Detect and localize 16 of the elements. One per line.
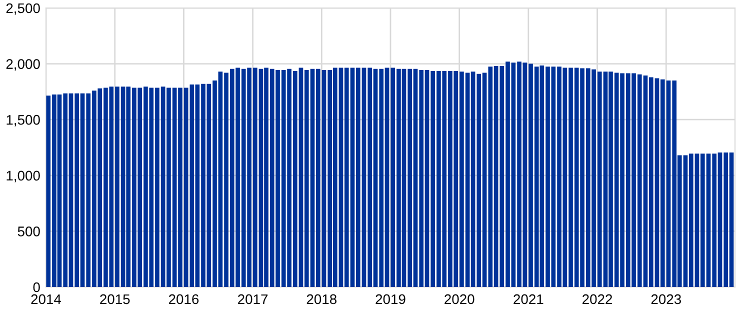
x-tick-label: 2020 (444, 294, 474, 304)
x-tick-label: 2023 (651, 294, 681, 304)
x-tick-label: 2019 (376, 294, 406, 304)
y-tick-label: 2,500 (6, 3, 40, 15)
x-tick-label: 2017 (238, 294, 268, 304)
y-tick-label: 2,000 (6, 59, 40, 71)
x-tick-label: 2018 (306, 294, 336, 304)
y-tick-label: 0 (33, 282, 40, 292)
x-tick-label: 2014 (31, 294, 62, 304)
y-tick-label: 500 (18, 226, 40, 236)
x-tick-label: 2015 (100, 294, 130, 304)
y-tick-label: 1,000 (6, 170, 40, 182)
x-tick-label: 2021 (514, 294, 544, 304)
x-tick-label: 2022 (582, 294, 612, 304)
x-tick-label: 2016 (168, 294, 199, 304)
y-tick-label: 1,500 (6, 114, 40, 126)
